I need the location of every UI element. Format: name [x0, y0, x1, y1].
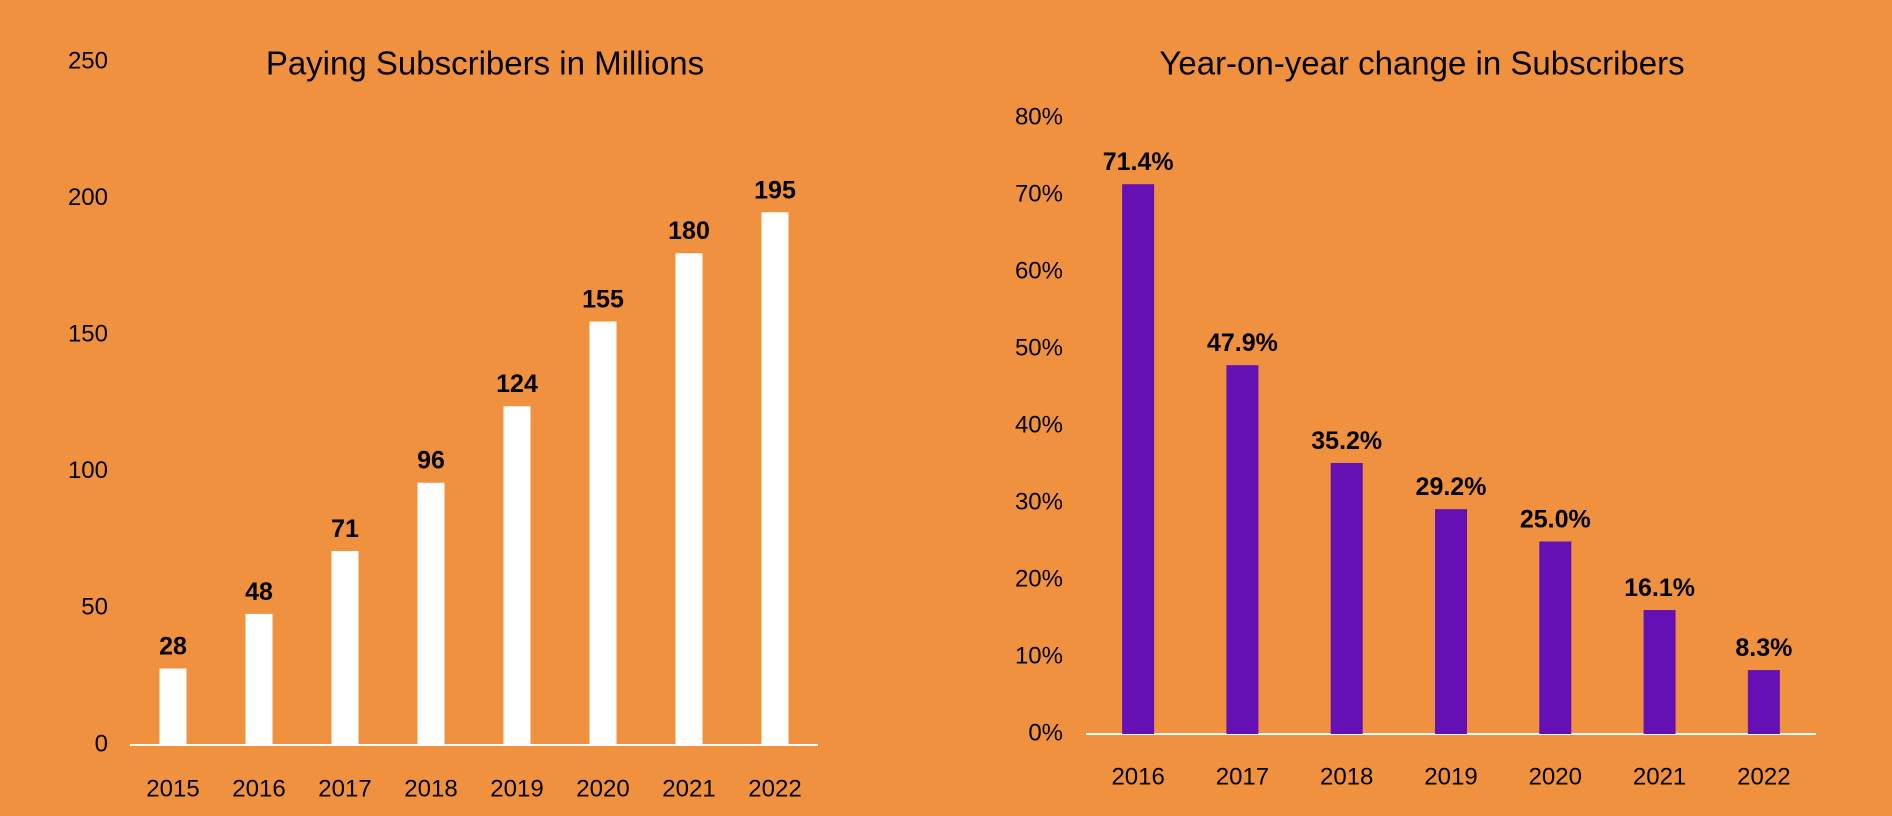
- yoy-y-tick-label: 60%: [1015, 257, 1063, 284]
- yoy-x-tick-label: 2022: [1737, 763, 1790, 790]
- yoy-x-tick-label: 2020: [1529, 763, 1582, 790]
- subscribers-bar: [589, 321, 617, 745]
- subscribers-x-tick-label: 2015: [146, 775, 199, 802]
- yoy-data-label: 8.3%: [1735, 634, 1792, 662]
- yoy-y-tick-label: 20%: [1015, 565, 1063, 592]
- subscribers-y-tick-label: 100: [68, 457, 108, 484]
- subscribers-x-tick-label: 2021: [662, 775, 715, 802]
- subscribers-x-tick-label: 2022: [748, 775, 801, 802]
- yoy-bar: [1435, 509, 1467, 734]
- subscribers-y-tick-label: 50: [81, 594, 108, 621]
- yoy-bar: [1747, 670, 1780, 734]
- yoy-bar: [1122, 184, 1155, 735]
- subscribers-bar: [503, 406, 531, 745]
- yoy-x-tick-label: 2021: [1633, 763, 1686, 790]
- yoy-data-label: 29.2%: [1416, 473, 1487, 501]
- subscribers-bar: [331, 551, 359, 745]
- yoy-y-tick-label: 30%: [1015, 488, 1063, 515]
- yoy-data-label: 47.9%: [1207, 329, 1278, 357]
- yoy-bar: [1330, 462, 1363, 734]
- yoy-x-tick-label: 2018: [1320, 763, 1373, 790]
- subscribers-y-tick-label: 150: [68, 321, 108, 348]
- subscribers-y-tick-label: 200: [68, 184, 108, 211]
- yoy-data-label: 25.0%: [1520, 506, 1591, 534]
- yoy-bar: [1226, 365, 1259, 734]
- subscribers-data-label: 96: [417, 447, 445, 475]
- subscribers-bar: [159, 668, 187, 745]
- yoy-y-tick-label: 40%: [1015, 411, 1063, 438]
- yoy-x-tick-label: 2016: [1111, 763, 1164, 790]
- yoy-y-tick-label: 50%: [1015, 334, 1063, 361]
- yoy-y-tick-label: 80%: [1015, 103, 1063, 130]
- subscribers-data-label: 180: [668, 217, 710, 245]
- subscribers-data-label: 155: [582, 286, 624, 314]
- subscribers-x-tick-label: 2019: [490, 775, 543, 802]
- yoy-data-label: 35.2%: [1311, 427, 1382, 455]
- subscribers-bar: [675, 253, 703, 746]
- subscribers-data-label: 195: [754, 176, 796, 204]
- subscribers-data-label: 124: [496, 370, 538, 398]
- subscribers-x-tick-label: 2017: [318, 775, 371, 802]
- yoy-y-tick-label: 10%: [1015, 642, 1063, 669]
- yoy-bar: [1643, 610, 1676, 734]
- yoy-x-tick-label: 2019: [1424, 763, 1477, 790]
- yoy-y-tick-label: 0%: [1028, 719, 1063, 746]
- yoy-x-tick-label: 2017: [1216, 763, 1269, 790]
- subscribers-y-tick-label: 0: [95, 730, 108, 757]
- subscribers-x-tick-label: 2020: [576, 775, 629, 802]
- yoy-bar: [1539, 541, 1572, 734]
- yoy-data-label: 16.1%: [1624, 574, 1695, 602]
- subscribers-data-label: 48: [245, 578, 273, 606]
- subscribers-y-tick-label: 250: [68, 47, 108, 74]
- subscribers-data-label: 28: [159, 633, 187, 661]
- subscribers-data-label: 71: [331, 515, 359, 543]
- subscribers-bar: [417, 482, 445, 745]
- subscribers-chart-title: Paying Subscribers in Millions: [266, 45, 704, 82]
- subscribers-bar: [245, 613, 273, 745]
- yoy-data-label: 71.4%: [1103, 148, 1174, 176]
- subscribers-bar: [761, 212, 789, 745]
- subscribers-x-tick-label: 2016: [232, 775, 285, 802]
- subscribers-x-tick-label: 2018: [404, 775, 457, 802]
- yoy-chart-title: Year-on-year change in Subscribers: [1159, 45, 1684, 82]
- yoy-y-tick-label: 70%: [1015, 180, 1063, 207]
